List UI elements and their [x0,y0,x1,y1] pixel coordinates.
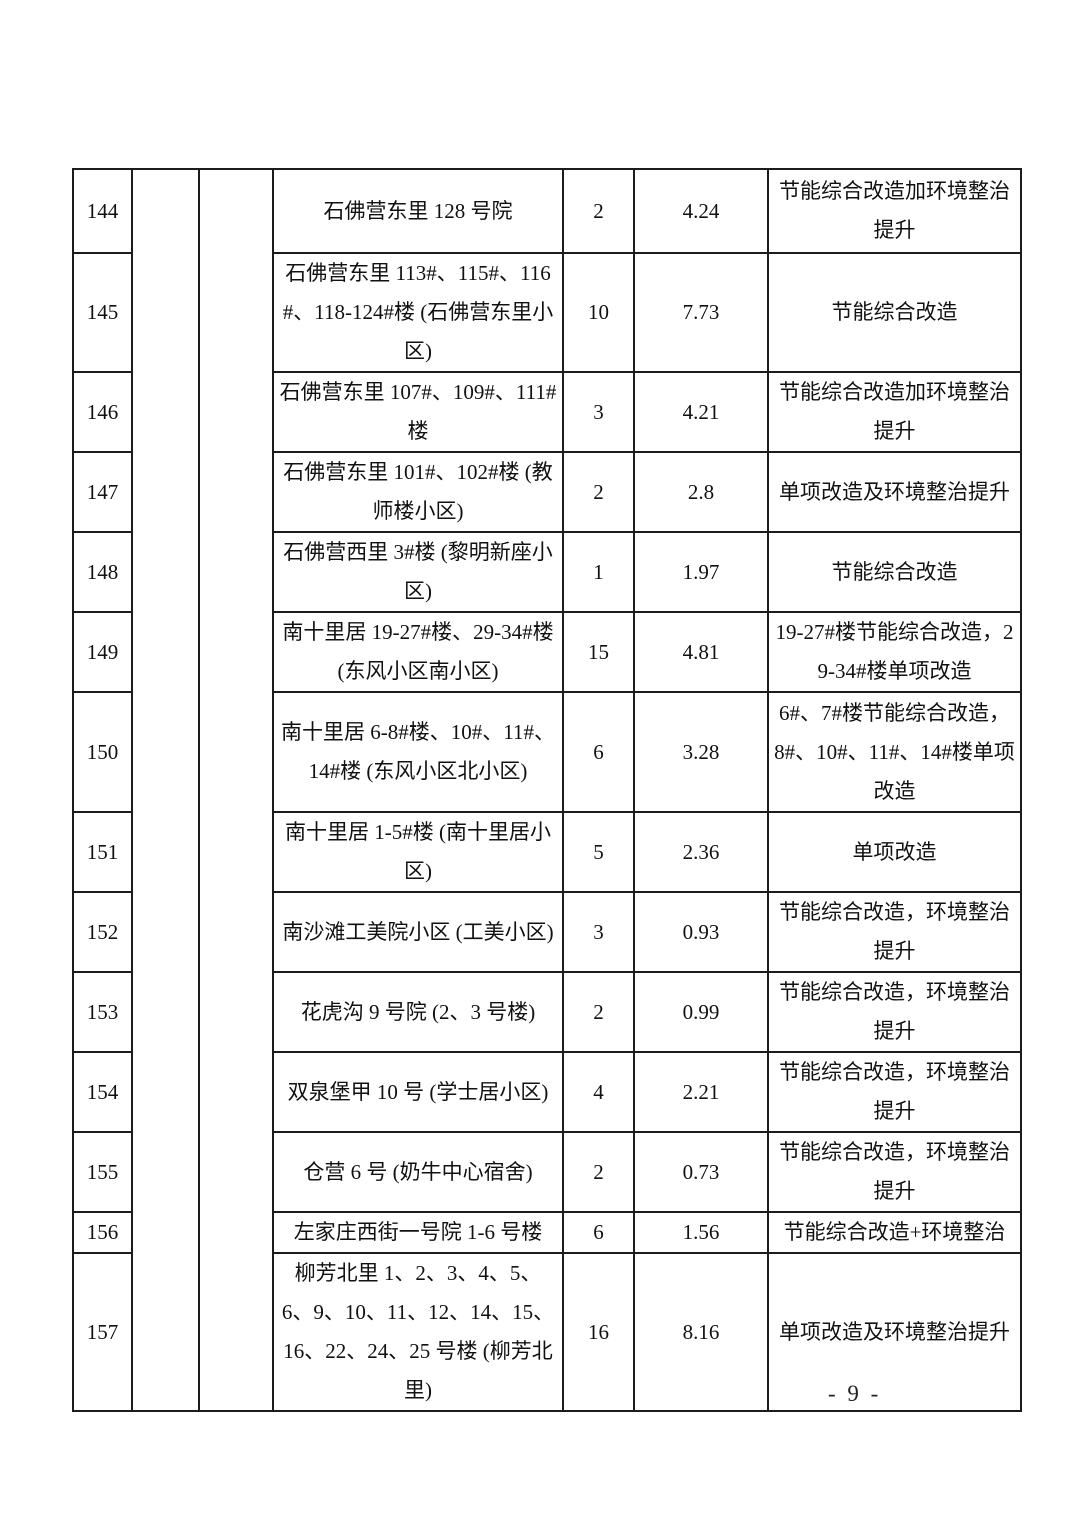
renovation-type-cell: 单项改造及环境整治提升 [767,1252,1022,1412]
building-count-cell: 2 [562,168,635,254]
building-count-cell: 15 [562,611,635,693]
area-cell: 0.73 [633,1131,769,1213]
renovation-type-cell: 单项改造及环境整治提升 [767,451,1022,533]
area-cell: 0.93 [633,891,769,973]
serial-cell: 156 [72,1211,133,1254]
building-count-cell: 16 [562,1252,635,1412]
renovation-type-cell: 节能综合改造，环境整治提升 [767,1131,1022,1213]
project-name-cell: 花虎沟 9 号院 (2、3 号楼) [272,971,564,1053]
building-count-cell: 2 [562,1131,635,1213]
table-row: 147 石佛营东里 101#、102#楼 (教师楼小区) 2 2.8 单项改造及… [72,451,1022,533]
street-merged-cell [198,168,274,1412]
renovation-type-cell: 节能综合改造 [767,252,1022,373]
renovation-type-cell: 6#、7#楼节能综合改造，8#、10#、11#、14#楼单项改造 [767,691,1022,813]
area-cell: 2.21 [633,1051,769,1133]
area-cell: 2.8 [633,451,769,533]
area-cell: 8.16 [633,1252,769,1412]
project-name-cell: 南沙滩工美院小区 (工美小区) [272,891,564,973]
renovation-type-cell: 单项改造 [767,811,1022,893]
renovation-type-cell: 节能综合改造加环境整治提升 [767,371,1022,453]
area-cell: 1.97 [633,531,769,613]
table-row: 151 南十里居 1-5#楼 (南十里居小区) 5 2.36 单项改造 [72,811,1022,893]
table-row: 148 石佛营西里 3#楼 (黎明新座小区) 1 1.97 节能综合改造 [72,531,1022,613]
building-count-cell: 6 [562,691,635,813]
project-name-cell: 南十里居 19-27#楼、29-34#楼 (东风小区南小区) [272,611,564,693]
serial-cell: 144 [72,168,133,254]
table-row: 153 花虎沟 9 号院 (2、3 号楼) 2 0.99 节能综合改造，环境整治… [72,971,1022,1053]
table-row: 156 左家庄西街一号院 1-6 号楼 6 1.56 节能综合改造+环境整治 [72,1211,1022,1254]
table-row: 149 南十里居 19-27#楼、29-34#楼 (东风小区南小区) 15 4.… [72,611,1022,693]
renovation-type-cell: 19-27#楼节能综合改造，29-34#楼单项改造 [767,611,1022,693]
serial-cell: 153 [72,971,133,1053]
serial-cell: 155 [72,1131,133,1213]
table-row: 152 南沙滩工美院小区 (工美小区) 3 0.93 节能综合改造，环境整治提升 [72,891,1022,973]
table-row: 144 石佛营东里 128 号院 2 4.24 节能综合改造加环境整治提升 [72,168,1022,1412]
building-count-cell: 10 [562,252,635,373]
building-count-cell: 3 [562,371,635,453]
renovation-type-cell: 节能综合改造+环境整治 [767,1211,1022,1254]
renovation-projects-table: 144 石佛营东里 128 号院 2 4.24 节能综合改造加环境整治提升 14… [72,168,1022,1412]
project-name-cell: 石佛营东里 101#、102#楼 (教师楼小区) [272,451,564,533]
serial-cell: 152 [72,891,133,973]
serial-cell: 145 [72,252,133,373]
serial-cell: 151 [72,811,133,893]
renovation-type-cell: 节能综合改造，环境整治提升 [767,971,1022,1053]
project-name-cell: 南十里居 1-5#楼 (南十里居小区) [272,811,564,893]
district-merged-cell [131,168,200,1412]
table-row: 155 仓营 6 号 (奶牛中心宿舍) 2 0.73 节能综合改造，环境整治提升 [72,1131,1022,1213]
project-name-cell: 左家庄西街一号院 1-6 号楼 [272,1211,564,1254]
area-cell: 4.21 [633,371,769,453]
area-cell: 3.28 [633,691,769,813]
table-row: 154 双泉堡甲 10 号 (学士居小区) 4 2.21 节能综合改造，环境整治… [72,1051,1022,1133]
renovation-type-cell: 节能综合改造 [767,531,1022,613]
serial-cell: 148 [72,531,133,613]
area-cell: 7.73 [633,252,769,373]
project-name-cell: 石佛营西里 3#楼 (黎明新座小区) [272,531,564,613]
renovation-type-cell: 节能综合改造加环境整治提升 [767,168,1022,254]
area-cell: 0.99 [633,971,769,1053]
serial-cell: 147 [72,451,133,533]
area-cell: 4.81 [633,611,769,693]
building-count-cell: 2 [562,451,635,533]
renovation-type-cell: 节能综合改造，环境整治提升 [767,1051,1022,1133]
building-count-cell: 1 [562,531,635,613]
serial-cell: 150 [72,691,133,813]
project-name-cell: 仓营 6 号 (奶牛中心宿舍) [272,1131,564,1213]
project-name-cell: 南十里居 6-8#楼、10#、11#、14#楼 (东风小区北小区) [272,691,564,813]
building-count-cell: 3 [562,891,635,973]
project-name-cell: 石佛营东里 113#、115#、116#、118-124#楼 (石佛营东里小区) [272,252,564,373]
project-name-cell: 石佛营东里 128 号院 [272,168,564,254]
project-name-cell: 双泉堡甲 10 号 (学士居小区) [272,1051,564,1133]
area-cell: 4.24 [633,168,769,254]
table-row: 146 石佛营东里 107#、109#、111#楼 3 4.21 节能综合改造加… [72,371,1022,453]
project-name-cell: 柳芳北里 1、2、3、4、5、6、9、10、11、12、14、15、16、22、… [272,1252,564,1412]
area-cell: 2.36 [633,811,769,893]
page-number: - 9 - [828,1381,882,1406]
serial-cell: 154 [72,1051,133,1133]
table-row: 157 柳芳北里 1、2、3、4、5、6、9、10、11、12、14、15、16… [72,1252,1022,1412]
table-row: 145 石佛营东里 113#、115#、116#、118-124#楼 (石佛营东… [72,252,1022,373]
area-cell: 1.56 [633,1211,769,1254]
building-count-cell: 5 [562,811,635,893]
building-count-cell: 4 [562,1051,635,1133]
serial-cell: 146 [72,371,133,453]
building-count-cell: 2 [562,971,635,1053]
project-name-cell: 石佛营东里 107#、109#、111#楼 [272,371,564,453]
serial-cell: 157 [72,1252,133,1412]
serial-cell: 149 [72,611,133,693]
renovation-type-cell: 节能综合改造，环境整治提升 [767,891,1022,973]
table-row: 150 南十里居 6-8#楼、10#、11#、14#楼 (东风小区北小区) 6 … [72,691,1022,813]
building-count-cell: 6 [562,1211,635,1254]
